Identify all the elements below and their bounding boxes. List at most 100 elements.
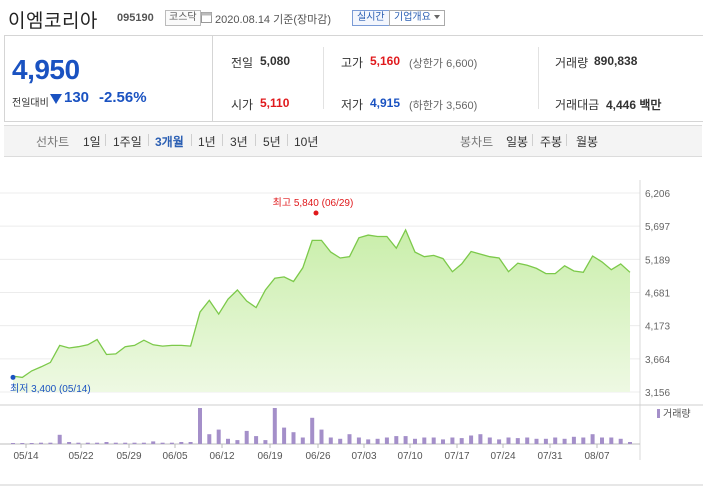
volume-bar (534, 438, 539, 444)
volume-bar (29, 443, 34, 444)
price-line (12, 228, 631, 379)
base-date: 2020.08.14 기준(장마감) (215, 14, 332, 26)
volume-bar (76, 442, 81, 444)
amount-unit: 백만 (639, 98, 662, 112)
volume-bar (48, 442, 53, 444)
tab-5y[interactable]: 5년 (263, 135, 281, 149)
volume-bar (431, 437, 436, 444)
volume-bar (571, 436, 576, 444)
volume-bar (141, 442, 146, 444)
tab-divider (191, 134, 192, 146)
volume-bar (39, 442, 43, 444)
amount-label: 거래대금 (555, 98, 600, 112)
volume-bar (394, 436, 399, 444)
volume-bar (282, 427, 287, 444)
candle-chart-label: 봉차트 (460, 135, 494, 149)
upper-limit: (상한가 6,600) (409, 58, 478, 70)
volume-bar (459, 438, 464, 444)
x-tick-label: 05/14 (13, 451, 38, 462)
x-axis-labels: 05/14 05/22 05/29 06/05 06/12 06/19 06/26 07/03… (13, 444, 610, 462)
volume-bar (113, 442, 118, 444)
y-tick-label: 6,206 (645, 189, 670, 200)
volume-bar (123, 442, 128, 444)
volume-bar (403, 436, 408, 444)
tab-1y[interactable]: 1년 (198, 135, 216, 149)
volume-bar (104, 442, 109, 444)
volume-bar (254, 436, 259, 444)
high-value: 5,160 (370, 54, 401, 68)
volume-bar (160, 442, 165, 444)
volume-bar (441, 439, 445, 444)
volume-bar (384, 437, 389, 444)
calendar-icon (201, 12, 212, 23)
prev-close-value: 5,080 (260, 54, 291, 68)
volume-bar (347, 434, 352, 444)
stats-divider (538, 47, 539, 109)
open-value: 5,110 (260, 96, 290, 110)
volume-bar (553, 437, 558, 444)
price-area (13, 229, 630, 392)
volume-bars: 거래량 (11, 408, 691, 444)
x-tick-label: 07/10 (397, 451, 422, 462)
high-label: 고가 (341, 56, 364, 70)
x-tick-label: 08/07 (584, 451, 609, 462)
x-tick-label: 07/17 (444, 451, 469, 462)
chart-tab-bar (4, 125, 702, 157)
change-label: 전일대비 (12, 98, 49, 109)
volume-bar (319, 429, 324, 444)
tab-divider (287, 134, 288, 146)
volume-bar (300, 437, 305, 444)
company-info-dropdown[interactable]: 기업개요 (389, 10, 445, 26)
volume-bar (525, 437, 530, 444)
tab-10y[interactable]: 10년 (294, 135, 319, 149)
volume-bar (590, 434, 595, 444)
open-label: 시가 (231, 98, 254, 112)
price-summary-box (4, 35, 213, 122)
line-chart-label: 선차트 (36, 135, 70, 149)
min-label: 최저 3,400 (05/14) (10, 383, 91, 395)
volume-bar (244, 430, 249, 444)
min-point (10, 374, 16, 380)
y-tick-label: 3,664 (645, 355, 670, 366)
volume-bar (188, 442, 193, 444)
low-value: 4,915 (370, 96, 401, 110)
volume-bar (600, 437, 604, 444)
tab-1w[interactable]: 1주일 (113, 135, 142, 149)
stock-code: 095190 (117, 12, 154, 24)
tab-weekly-candle[interactable]: 주봉 (540, 135, 563, 149)
volume-bar (85, 442, 90, 444)
volume-bar (132, 442, 137, 444)
y-tick-label: 4,681 (645, 289, 670, 300)
lower-limit: (하한가 3,560) (409, 100, 478, 112)
tab-monthly-candle[interactable]: 월봉 (576, 135, 599, 149)
tab-1d[interactable]: 1일 (83, 135, 101, 149)
chevron-down-icon (433, 15, 440, 20)
y-tick-label: 3,156 (645, 388, 670, 399)
tab-3m[interactable]: 3개월 (155, 135, 184, 149)
volume-bar (207, 434, 212, 444)
tab-daily-candle[interactable]: 일봉 (506, 135, 529, 149)
volume-bar (469, 435, 474, 444)
prev-close-label: 전일 (231, 56, 254, 70)
realtime-button[interactable]: 실시간 (352, 10, 390, 26)
y-tick-label: 5,189 (645, 255, 670, 266)
volume-legend-label: 거래량 (663, 408, 691, 420)
volume-bar (338, 438, 343, 444)
stats-divider (323, 47, 324, 109)
x-tick-label: 07/24 (490, 451, 515, 462)
x-tick-label: 05/22 (68, 451, 93, 462)
price-stats-box (212, 35, 703, 122)
tab-divider (148, 134, 149, 146)
volume-bar (618, 438, 623, 444)
tab-3y[interactable]: 3년 (230, 135, 248, 149)
x-tick-label: 06/12 (209, 451, 234, 462)
volume-bar (450, 437, 455, 444)
extreme-markers: 최고 5,840 (06/29) 최저 3,400 (05/14) (10, 197, 353, 395)
company-name: 이엠코리아 (8, 11, 98, 32)
tab-divider (566, 134, 567, 146)
volume-bar (366, 439, 371, 444)
volume-bar (478, 434, 483, 444)
tab-divider (105, 134, 106, 146)
x-tick-label: 05/29 (116, 451, 141, 462)
